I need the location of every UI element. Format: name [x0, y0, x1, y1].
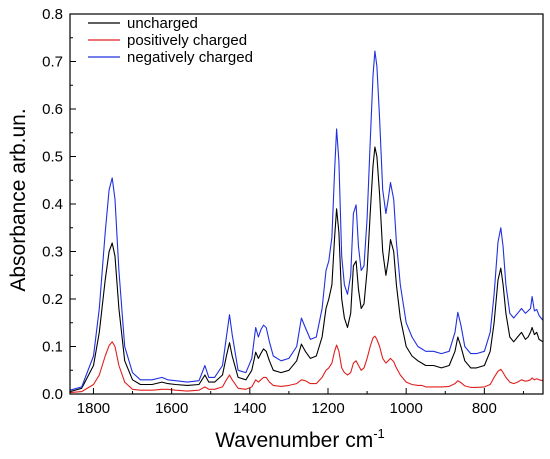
y-tick-label: 0.3 — [42, 244, 63, 261]
y-tick-label: 0.8 — [42, 6, 63, 23]
y-tick-label: 0.0 — [42, 386, 63, 403]
plot-frame — [69, 13, 544, 395]
y-tick-label: 0.7 — [42, 54, 63, 71]
y-axis-title: Absorbance arb.un. — [7, 108, 30, 291]
legend-item: uncharged — [88, 15, 198, 32]
series-line-uncharged — [69, 146, 544, 393]
y-axis: 0.0 0.1 0.2 0.3 0.4 0.5 0.6 0.7 0.8 — [42, 6, 76, 403]
x-axis: 1800 1600 1400 1200 1000 800 — [77, 388, 524, 417]
legend-item: positively charged — [88, 32, 247, 49]
series-line-positively-charged — [69, 335, 544, 394]
series-line-negatively-charged — [69, 50, 544, 391]
legend-label: negatively charged — [127, 49, 253, 66]
x-tick-label: 1400 — [233, 400, 266, 417]
y-tick-label: 0.2 — [42, 291, 63, 308]
legend-label: positively charged — [127, 32, 247, 49]
legend-label: uncharged — [127, 15, 198, 32]
y-tick-label: 0.5 — [42, 149, 63, 166]
x-tick-label: 1200 — [311, 400, 344, 417]
y-tick-label: 0.4 — [42, 196, 63, 213]
y-tick-label: 0.6 — [42, 101, 63, 118]
x-axis-title-superscript: -1 — [373, 426, 385, 441]
y-tick-label: 0.1 — [42, 339, 63, 356]
x-axis-title: Wavenumber cm-1 — [215, 426, 385, 452]
x-tick-label: 1000 — [389, 400, 422, 417]
x-tick-label: 800 — [472, 400, 497, 417]
x-tick-label: 1600 — [155, 400, 188, 417]
legend-item: negatively charged — [88, 49, 253, 66]
series-traces — [69, 50, 544, 394]
x-tick-label: 1800 — [77, 400, 110, 417]
